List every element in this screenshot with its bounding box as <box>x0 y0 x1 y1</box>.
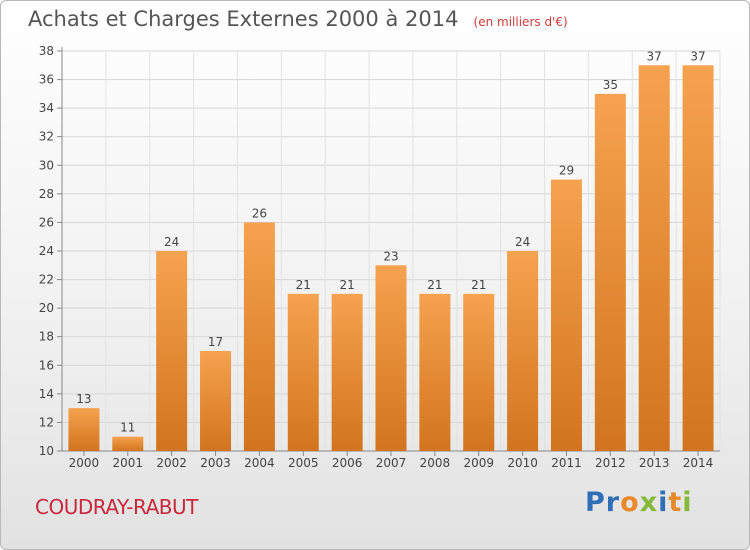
chart-title: Achats et Charges Externes 2000 à 2014 <box>28 7 459 31</box>
y-tick-label: 16 <box>39 358 54 372</box>
logo-letter: i <box>682 487 693 518</box>
bar <box>287 293 319 451</box>
y-tick-label: 36 <box>39 73 54 87</box>
y-tick-label: 14 <box>39 387 54 401</box>
bar-value-label: 37 <box>647 49 662 63</box>
y-tick-label: 30 <box>39 158 54 172</box>
y-tick-label: 32 <box>39 130 54 144</box>
x-tick-label: 2013 <box>639 456 670 470</box>
bar <box>682 65 714 452</box>
y-tick-label: 22 <box>39 273 54 287</box>
bar-value-label: 21 <box>296 278 311 292</box>
y-tick-label: 20 <box>39 301 54 315</box>
y-tick-label: 24 <box>39 244 54 258</box>
x-tick-label: 2009 <box>463 456 494 470</box>
bar-value-label: 17 <box>208 335 223 349</box>
bar-value-label: 23 <box>383 249 398 263</box>
bar-value-label: 29 <box>559 164 574 178</box>
bar-value-label: 35 <box>603 78 618 92</box>
proxiti-logo[interactable]: Proxiti <box>585 487 693 518</box>
bar <box>550 179 582 452</box>
y-tick-label: 34 <box>39 101 54 115</box>
bar-value-label: 13 <box>76 392 91 406</box>
bar <box>507 251 539 451</box>
x-tick-label: 2000 <box>69 456 100 470</box>
bar <box>594 93 626 451</box>
bar <box>419 293 451 451</box>
y-tick-label: 38 <box>39 44 54 58</box>
commune-name: COUDRAY-RABUT <box>35 495 198 519</box>
bar <box>112 436 144 451</box>
bar-layer <box>68 65 714 452</box>
y-tick-label: 10 <box>39 444 54 458</box>
bar <box>68 408 100 451</box>
bar <box>463 293 495 451</box>
x-tick-label: 2011 <box>551 456 582 470</box>
bar <box>156 251 188 451</box>
logo-letter: t <box>668 487 683 518</box>
bar-value-label: 21 <box>339 278 354 292</box>
x-tick-label: 2006 <box>332 456 363 470</box>
bar <box>243 222 275 451</box>
title-row: Achats et Charges Externes 2000 à 2014 (… <box>28 7 568 31</box>
y-tick-label: 28 <box>39 187 54 201</box>
x-tick-label: 2007 <box>376 456 407 470</box>
bar-value-label: 24 <box>164 235 179 249</box>
bar-value-label: 21 <box>427 278 442 292</box>
bar-value-label: 21 <box>471 278 486 292</box>
x-tick-label: 2005 <box>288 456 319 470</box>
logo-letter: i <box>658 487 669 518</box>
bar <box>331 293 363 451</box>
y-tick-label: 26 <box>39 215 54 229</box>
x-tick-label: 2014 <box>683 456 714 470</box>
bar-value-label: 37 <box>690 49 705 63</box>
chart-subtitle: (en milliers d'€) <box>473 15 568 29</box>
bar <box>200 351 232 451</box>
label-layer: 13 2000 11 2001 24 2002 17 2003 26 2004 21 2005 21 20… <box>69 49 714 470</box>
x-tick-label: 2008 <box>420 456 451 470</box>
bar-value-label: 26 <box>252 206 267 220</box>
y-tick-label: 18 <box>39 330 54 344</box>
x-tick-label: 2002 <box>156 456 187 470</box>
logo-letter: x <box>639 487 659 518</box>
bar <box>375 265 407 451</box>
y-tick-label: 12 <box>39 415 54 429</box>
logo-letter: o <box>620 487 640 518</box>
bar-value-label: 11 <box>120 421 135 435</box>
bar <box>638 65 670 452</box>
bar-value-label: 24 <box>515 235 530 249</box>
logo-letter: P <box>585 487 606 518</box>
x-tick-label: 2004 <box>244 456 275 470</box>
x-tick-label: 2001 <box>113 456 144 470</box>
x-tick-label: 2012 <box>595 456 626 470</box>
x-tick-label: 2010 <box>507 456 538 470</box>
logo-letter: r <box>605 487 621 518</box>
x-tick-label: 2003 <box>200 456 231 470</box>
